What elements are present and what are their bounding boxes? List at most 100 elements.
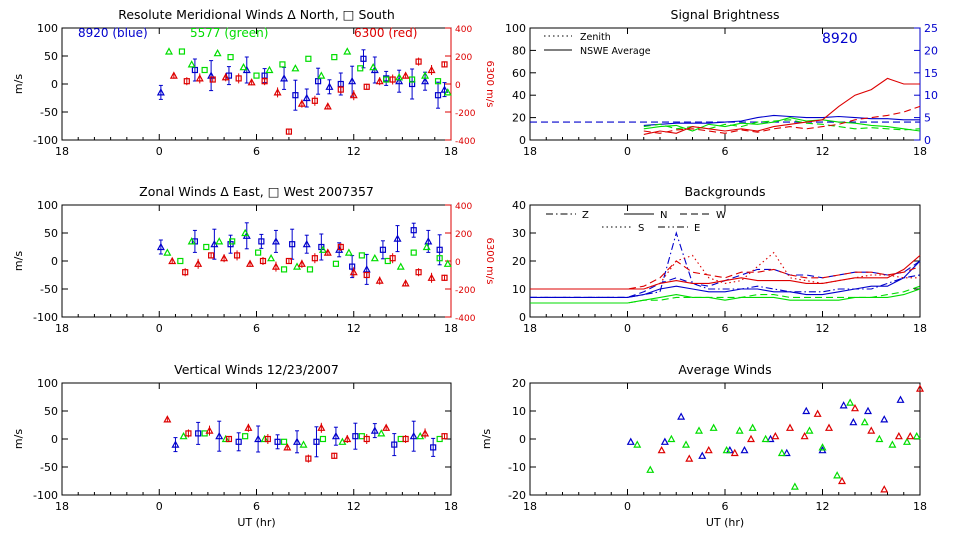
data-point-triangle [860,417,869,426]
data-point-square [410,249,417,256]
x-tick-label: 12 [816,145,830,158]
data-point-triangle [802,406,811,415]
y-tick-label: -50 [40,461,58,474]
data-point-triangle [875,434,884,443]
data-point-triangle [777,448,786,457]
data-point-square [352,433,359,440]
data-point-triangle [302,93,311,102]
data-point-triangle [396,262,405,270]
data-point-triangle [299,440,308,448]
data-point-triangle [660,437,669,445]
data-point-triangle [421,71,430,79]
chart-title: Vertical Winds 12/23/2007 [174,362,339,377]
series-line [530,260,921,298]
chart-title: Average Winds [678,362,771,377]
data-point-square [397,435,404,443]
y2-tick-label: 5 [924,112,931,125]
data-point-square [292,92,299,99]
legend-label: S [638,223,644,234]
chart-title: Zonal Winds Δ East, □ West 2007357 [139,184,374,199]
data-point-triangle [735,426,744,434]
data-point-square [229,238,236,245]
data-point-square [259,257,267,265]
data-point-triangle [348,76,357,85]
data-point-square [255,249,262,256]
x-tick-label: 18 [523,500,537,513]
data-point-triangle [657,445,666,454]
y-tick-label: 10 [512,283,526,296]
legend-annotation: 6300 (red) [354,26,417,40]
y-tick-label: -100 [33,311,58,324]
data-point-triangle [709,423,718,431]
data-point-square [285,128,293,135]
data-point-square [235,438,242,445]
data-point-triangle [880,415,889,423]
data-point-triangle [164,47,173,55]
y-axis-label: m/s [12,251,25,271]
y2-axis-label: 6300 m/s [484,238,495,285]
data-point-triangle [421,429,430,437]
data-point-triangle [323,102,332,110]
data-point-triangle [297,259,306,267]
y-tick-label: 0 [519,134,526,147]
data-point-triangle [681,440,691,448]
data-point-triangle [906,431,915,440]
data-point-square [363,271,370,279]
data-point-square [177,257,184,265]
data-point-triangle [244,423,253,431]
data-point-triangle [293,437,302,445]
y2-tick-label: 400 [455,25,472,35]
y-tick-label: 30 [512,227,526,240]
legend-label: NSWE Average [580,46,651,57]
y-tick-label: 20 [512,112,526,125]
data-point-square [436,255,443,262]
y-tick-label: 100 [37,377,58,390]
y2-tick-label: 25 [924,22,938,35]
data-point-triangle [344,248,353,256]
data-point-triangle [667,434,676,443]
y2-tick-label: 200 [455,53,472,63]
data-point-square [441,274,448,281]
plot-frame [529,382,921,496]
data-point-square [360,55,367,62]
x-tick-label: 6 [722,322,729,335]
data-point-triangle [395,76,404,85]
data-point-triangle [302,239,311,248]
series-line [530,231,921,298]
y-tick-label: -50 [40,283,58,296]
data-point-triangle [401,279,410,287]
data-point-square [391,441,398,448]
data-point-triangle [837,476,847,485]
series-line [530,251,920,290]
y-tick-label: 60 [512,67,526,80]
y2-tick-label: -200 [455,109,476,119]
y-tick-label: 0 [51,433,58,446]
data-point-triangle [343,434,352,443]
data-point-triangle [273,88,282,96]
data-point-triangle [782,448,791,457]
data-point-triangle [171,440,180,448]
data-point-triangle [168,256,177,265]
data-point-square [436,435,443,443]
data-point-triangle [187,237,196,245]
data-point-square [258,238,265,245]
data-point-triangle [215,237,224,245]
data-point-triangle [427,273,436,281]
data-point-square [319,435,327,443]
y2-tick-label: 200 [455,230,472,240]
data-point-triangle [896,395,905,403]
data-point-square [430,444,437,451]
y2-tick-label: 15 [924,67,938,80]
legend-label: Z [582,210,589,221]
y2-tick-label: 10 [924,89,938,102]
data-point-triangle [646,465,655,473]
chart-title: Backgrounds [684,184,765,199]
data-point-triangle [375,276,384,284]
data-point-triangle [393,234,402,242]
panel-meridional-winds: Resolute Meridional Winds Δ North, □ Sou… [12,7,495,158]
legend-label: W [716,210,726,221]
series-line [643,117,921,132]
y-tick-label: -100 [33,489,58,502]
x-tick-label: 0 [624,322,631,335]
